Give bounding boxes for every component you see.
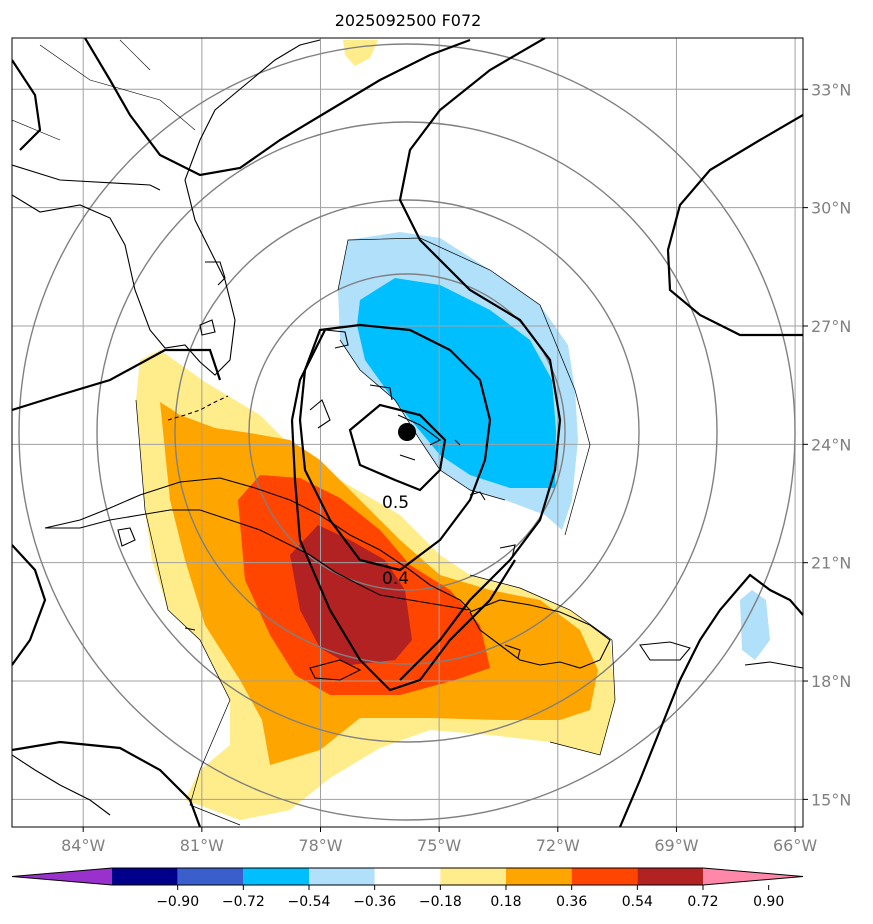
lat-tick-label: 18°N <box>811 672 851 691</box>
colorbar-segment <box>177 868 244 885</box>
range-rings <box>18 43 796 821</box>
colorbar-segment <box>374 868 441 885</box>
storm-center-marker <box>398 423 416 441</box>
colorbar-tick-label: 0.36 <box>556 894 587 910</box>
anomaly-fill-east <box>740 590 770 660</box>
height-contours <box>12 38 803 827</box>
colorbar-tick-label: 0.90 <box>753 894 784 910</box>
lat-tick-label: 15°N <box>811 790 851 809</box>
colorbar-tick-label: −0.36 <box>353 894 396 910</box>
colorbar-tick-label: 0.54 <box>622 894 653 910</box>
graticule <box>12 38 803 827</box>
lat-tick-label: 24°N <box>811 435 851 454</box>
lon-tick-label: 78°W <box>298 836 342 855</box>
colorbar-tick-label: −0.72 <box>222 894 265 910</box>
colorbar-segment <box>637 868 703 885</box>
latitude-ticks: 15°N 18°N 21°N 24°N 27°N 30°N 33°N <box>803 80 851 809</box>
colorbar-tick-label: −0.90 <box>156 894 199 910</box>
colorbar: −0.90 −0.72 −0.54 −0.36 −0.18 0.18 0.36 0.54 0.7… <box>11 867 804 910</box>
lat-tick-label: 33°N <box>811 80 851 99</box>
colorbar-tick-label: −0.18 <box>419 894 462 910</box>
lon-tick-label: 72°W <box>536 836 580 855</box>
state-borders <box>12 39 196 141</box>
colorbar-segment <box>440 868 506 885</box>
lon-tick-label: 69°W <box>654 836 698 855</box>
colorbar-tick-label: 0.18 <box>490 894 521 910</box>
colorbar-extend-low <box>12 868 112 885</box>
lon-tick-label: 81°W <box>180 836 224 855</box>
contour-label-0.4: 0.4 <box>382 569 409 589</box>
colorbar-segment <box>309 868 375 885</box>
colorbar-segment <box>571 868 638 885</box>
lon-tick-label: 84°W <box>61 836 105 855</box>
lat-tick-label: 21°N <box>811 554 851 573</box>
lat-tick-label: 30°N <box>811 199 851 218</box>
map-area: 0.5 0.4 <box>12 38 803 827</box>
lat-tick-label: 27°N <box>811 317 851 336</box>
lon-tick-label: 75°W <box>417 836 461 855</box>
contour-label-0.5: 0.5 <box>382 493 409 513</box>
colorbar-segment <box>243 868 309 885</box>
colorbar-segment <box>506 868 572 885</box>
longitude-ticks: 84°W 81°W 78°W 75°W 72°W 69°W 66°W <box>61 827 817 855</box>
anomaly-outlines <box>135 237 616 826</box>
colorbar-extend-high <box>703 868 803 885</box>
map-frame <box>11 37 804 828</box>
lon-tick-label: 66°W <box>773 836 817 855</box>
colorbar-segment <box>112 868 178 885</box>
colorbar-tick-label: −0.54 <box>288 894 331 910</box>
map-title: 2025092500 F072 <box>335 11 482 30</box>
colorbar-outline <box>11 867 804 886</box>
colorbar-tick-label: 0.72 <box>687 894 718 910</box>
